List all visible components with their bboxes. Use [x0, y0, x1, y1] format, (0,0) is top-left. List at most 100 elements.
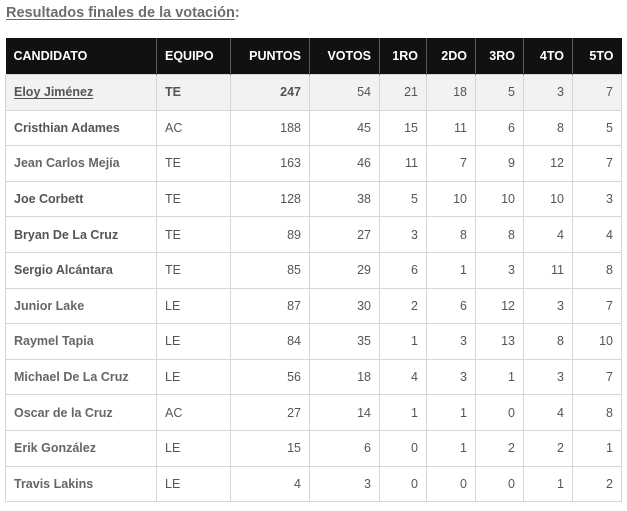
candidate-name: Erik González [5, 429, 157, 467]
points-cell: 4 [230, 465, 310, 503]
results-heading-suffix: : [234, 5, 240, 21]
fourth-place-cell: 10 [523, 180, 573, 218]
fourth-place-cell: 2 [523, 429, 573, 467]
fourth-place-cell: 4 [523, 394, 573, 431]
fourth-place-cell: 3 [523, 74, 573, 111]
second-place-cell: 1 [426, 394, 476, 431]
second-place-cell: 8 [426, 216, 476, 253]
results-heading-link[interactable]: Resultados finales de la votación [6, 5, 235, 21]
table-row: Erik González LE 15 6 0 1 2 2 1 [5, 429, 622, 467]
second-place-cell: 7 [426, 145, 476, 182]
fourth-place-cell: 8 [523, 109, 573, 147]
first-place-cell: 2 [379, 287, 427, 325]
second-place-cell: 6 [426, 287, 476, 325]
points-cell: 188 [230, 109, 310, 147]
team-cell: LE [156, 287, 231, 325]
header-equipo: EQUIPO [156, 38, 231, 75]
team-cell: TE [156, 74, 231, 111]
header-4to: 4TO [523, 38, 573, 75]
fifth-place-cell: 1 [572, 429, 622, 467]
second-place-cell: 1 [426, 251, 476, 289]
third-place-cell: 10 [475, 180, 524, 218]
results-heading: Resultados finales de la votación: [6, 5, 240, 21]
votes-cell: 6 [309, 429, 380, 467]
first-place-cell: 3 [379, 216, 427, 253]
candidate-name-link[interactable]: Eloy Jiménez [5, 74, 157, 111]
team-cell: LE [156, 429, 231, 467]
points-cell: 85 [230, 251, 310, 289]
fifth-place-cell: 7 [572, 145, 622, 182]
first-place-cell: 15 [379, 109, 427, 147]
second-place-cell: 18 [426, 74, 476, 111]
table-row: Michael De La Cruz LE 56 18 4 3 1 3 7 [5, 358, 622, 396]
third-place-cell: 3 [475, 251, 524, 289]
fifth-place-cell: 5 [572, 109, 622, 147]
header-1ro: 1RO [379, 38, 427, 75]
fourth-place-cell: 12 [523, 145, 573, 182]
fifth-place-cell: 8 [572, 394, 622, 431]
candidate-name: Bryan De La Cruz [5, 216, 157, 253]
header-puntos: PUNTOS [230, 38, 310, 75]
votes-cell: 38 [309, 180, 380, 218]
table-row: Travis Lakins LE 4 3 0 0 0 1 2 [5, 465, 622, 503]
table-row: Jean Carlos Mejía TE 163 46 11 7 9 12 7 [5, 145, 622, 182]
first-place-cell: 1 [379, 394, 427, 431]
first-place-cell: 21 [379, 74, 427, 111]
table-row: Sergio Alcántara TE 85 29 6 1 3 11 8 [5, 251, 622, 289]
header-2do: 2DO [426, 38, 476, 75]
candidate-name: Travis Lakins [5, 465, 157, 503]
fifth-place-cell: 2 [572, 465, 622, 503]
first-place-cell: 1 [379, 323, 427, 360]
team-cell: TE [156, 251, 231, 289]
second-place-cell: 3 [426, 358, 476, 396]
candidate-name: Michael De La Cruz [5, 358, 157, 396]
points-cell: 87 [230, 287, 310, 325]
votes-cell: 54 [309, 74, 380, 111]
third-place-cell: 0 [475, 465, 524, 503]
votes-cell: 30 [309, 287, 380, 325]
points-cell: 27 [230, 394, 310, 431]
team-cell: TE [156, 180, 231, 218]
first-place-cell: 6 [379, 251, 427, 289]
first-place-cell: 0 [379, 429, 427, 467]
table-row: Cristhian Adames AC 188 45 15 11 6 8 5 [5, 109, 622, 147]
fifth-place-cell: 7 [572, 74, 622, 111]
candidate-name: Jean Carlos Mejía [5, 145, 157, 182]
fourth-place-cell: 1 [523, 465, 573, 503]
candidate-name: Sergio Alcántara [5, 251, 157, 289]
second-place-cell: 11 [426, 109, 476, 147]
table-row: Raymel Tapia LE 84 35 1 3 13 8 10 [5, 323, 622, 360]
fourth-place-cell: 3 [523, 287, 573, 325]
second-place-cell: 10 [426, 180, 476, 218]
table-row: Joe Corbett TE 128 38 5 10 10 10 3 [5, 180, 622, 218]
second-place-cell: 0 [426, 465, 476, 503]
first-place-cell: 5 [379, 180, 427, 218]
fifth-place-cell: 3 [572, 180, 622, 218]
points-cell: 56 [230, 358, 310, 396]
fifth-place-cell: 7 [572, 358, 622, 396]
third-place-cell: 1 [475, 358, 524, 396]
header-candidato: CANDIDATO [5, 38, 157, 75]
table-row: Eloy Jiménez TE 247 54 21 18 5 3 7 [5, 74, 622, 111]
points-cell: 247 [230, 74, 310, 111]
points-cell: 163 [230, 145, 310, 182]
first-place-cell: 11 [379, 145, 427, 182]
candidate-name: Junior Lake [5, 287, 157, 325]
fourth-place-cell: 3 [523, 358, 573, 396]
votes-cell: 27 [309, 216, 380, 253]
second-place-cell: 3 [426, 323, 476, 360]
first-place-cell: 0 [379, 465, 427, 503]
header-votos: VOTOS [309, 38, 380, 75]
header-5to: 5TO [572, 38, 622, 75]
candidate-name: Raymel Tapia [5, 323, 157, 360]
third-place-cell: 12 [475, 287, 524, 325]
votes-cell: 18 [309, 358, 380, 396]
header-3ro: 3RO [475, 38, 524, 75]
results-table: CANDIDATO EQUIPO PUNTOS VOTOS 1RO 2DO 3R… [5, 38, 622, 503]
points-cell: 84 [230, 323, 310, 360]
third-place-cell: 2 [475, 429, 524, 467]
team-cell: TE [156, 216, 231, 253]
first-place-cell: 4 [379, 358, 427, 396]
team-cell: AC [156, 394, 231, 431]
